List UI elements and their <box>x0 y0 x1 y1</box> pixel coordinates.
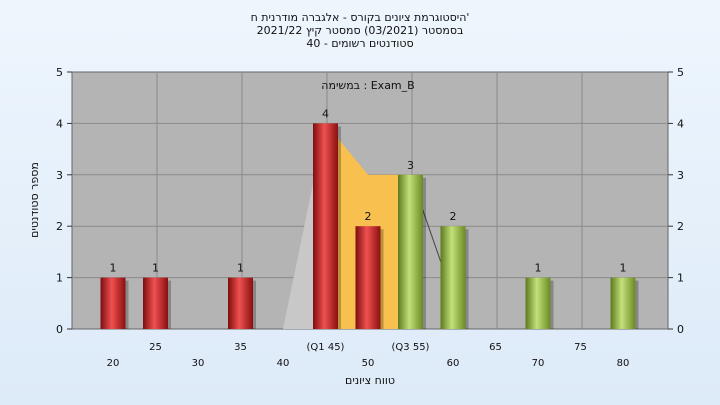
x-tick-label: 65 <box>489 342 502 353</box>
bars-group <box>100 123 639 330</box>
x-tick-label: 30 <box>192 358 205 369</box>
y-tick-label: 1 <box>56 272 63 285</box>
x-tick-label: 80 <box>617 358 630 369</box>
y-tick-label: 0 <box>56 323 63 336</box>
y-tick-label: 4 <box>56 117 63 130</box>
y-tick-label-right: 2 <box>677 220 684 233</box>
y-tick-label-right: 4 <box>677 117 684 130</box>
bar-50 <box>355 226 381 329</box>
bar-80 <box>610 277 636 329</box>
bar-value-label: 4 <box>322 107 329 120</box>
x-tick-label: 70 <box>532 358 545 369</box>
bar-value-label: 2 <box>450 210 457 223</box>
chart-annotation: במשימה : Exam_B <box>321 79 414 92</box>
data-labels-group: 1 1 1 4 2 3 2 1 1 <box>110 107 627 274</box>
title-line-1: היסטוגרמת ציונים בקורס - אלגברה מודרנית … <box>251 11 470 24</box>
bar-25 <box>143 277 168 329</box>
x-tick-label: 40 <box>277 358 290 369</box>
x-tick-label: (Q1 45) <box>307 342 345 353</box>
y-tick-label-right: 3 <box>677 169 684 182</box>
bar-value-label: 1 <box>152 262 159 275</box>
bar-20 <box>100 277 126 329</box>
x-tick-label: 50 <box>362 358 375 369</box>
x-tick-label: 60 <box>447 358 460 369</box>
y-tick-label-right: 1 <box>677 272 684 285</box>
y-tick-label: 5 <box>56 66 63 79</box>
x-tick-label: 35 <box>234 342 247 353</box>
bar-45 <box>313 123 338 330</box>
y-tick-label: 2 <box>56 220 63 233</box>
y-axis-label: מספר סטודנטים <box>28 162 41 238</box>
y-tick-label-right: 0 <box>677 323 684 336</box>
chart-title: היסטוגרמת ציונים בקורס - אלגברה מודרנית … <box>251 11 470 50</box>
title-line-3: סטודנטים רשומים - 40 <box>306 37 413 50</box>
bar-value-label: 1 <box>620 262 627 275</box>
x-axis-label: טווח ציונים <box>345 374 395 387</box>
y-axis-left-ticks: 0 1 2 3 4 5 <box>56 66 72 336</box>
bar-value-label: 1 <box>535 262 542 275</box>
x-tick-label: (Q3 55) <box>392 342 430 353</box>
x-tick-label: 20 <box>107 358 120 369</box>
x-tick-label: 75 <box>574 342 587 353</box>
bar-value-label: 1 <box>110 262 117 275</box>
bar-35 <box>228 277 253 329</box>
bar-value-label: 2 <box>365 210 372 223</box>
bar-55 <box>398 174 423 329</box>
bar-value-label: 1 <box>237 262 244 275</box>
bar-value-label: 3 <box>407 159 414 172</box>
x-tick-label: 25 <box>149 342 162 353</box>
y-tick-label: 3 <box>56 169 63 182</box>
y-tick-label-right: 5 <box>677 66 684 79</box>
bar-70 <box>525 277 551 329</box>
title-line-2: בסמסטר (03/2021) סמסטר קיץ 2021/22 <box>257 24 464 37</box>
x-axis-ticks: 20 25 30 35 40 (Q1 45) 50 (Q3 55) 60 65 70 75 80 <box>107 342 630 369</box>
y-axis-right-ticks: 0 1 2 3 4 5 <box>668 66 684 336</box>
bar-60 <box>440 226 466 329</box>
